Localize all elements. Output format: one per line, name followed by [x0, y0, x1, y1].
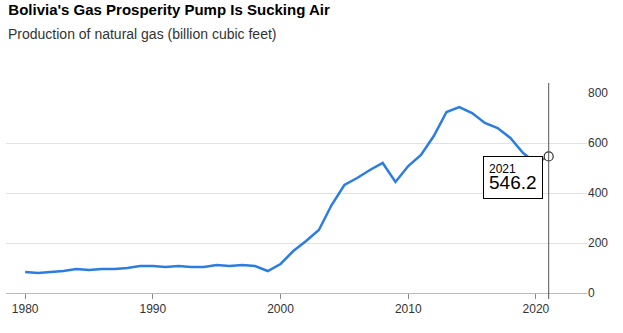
svg-text:200: 200 — [588, 236, 608, 250]
svg-text:2020: 2020 — [523, 302, 550, 316]
svg-text:2021546.2: 2021546.2 — [489, 162, 537, 193]
svg-text:1980: 1980 — [12, 302, 39, 316]
svg-text:400: 400 — [588, 186, 608, 200]
svg-text:800: 800 — [588, 86, 608, 100]
svg-text:Bolivia's Gas Prosperity Pump: Bolivia's Gas Prosperity Pump Is Sucking… — [8, 1, 330, 18]
svg-text:600: 600 — [588, 136, 608, 150]
svg-text:2000: 2000 — [267, 302, 294, 316]
svg-text:Production of natural gas (bil: Production of natural gas (billion cubic… — [8, 26, 276, 42]
svg-text:1990: 1990 — [139, 302, 166, 316]
svg-text:2010: 2010 — [395, 302, 422, 316]
svg-text:0: 0 — [588, 286, 595, 300]
